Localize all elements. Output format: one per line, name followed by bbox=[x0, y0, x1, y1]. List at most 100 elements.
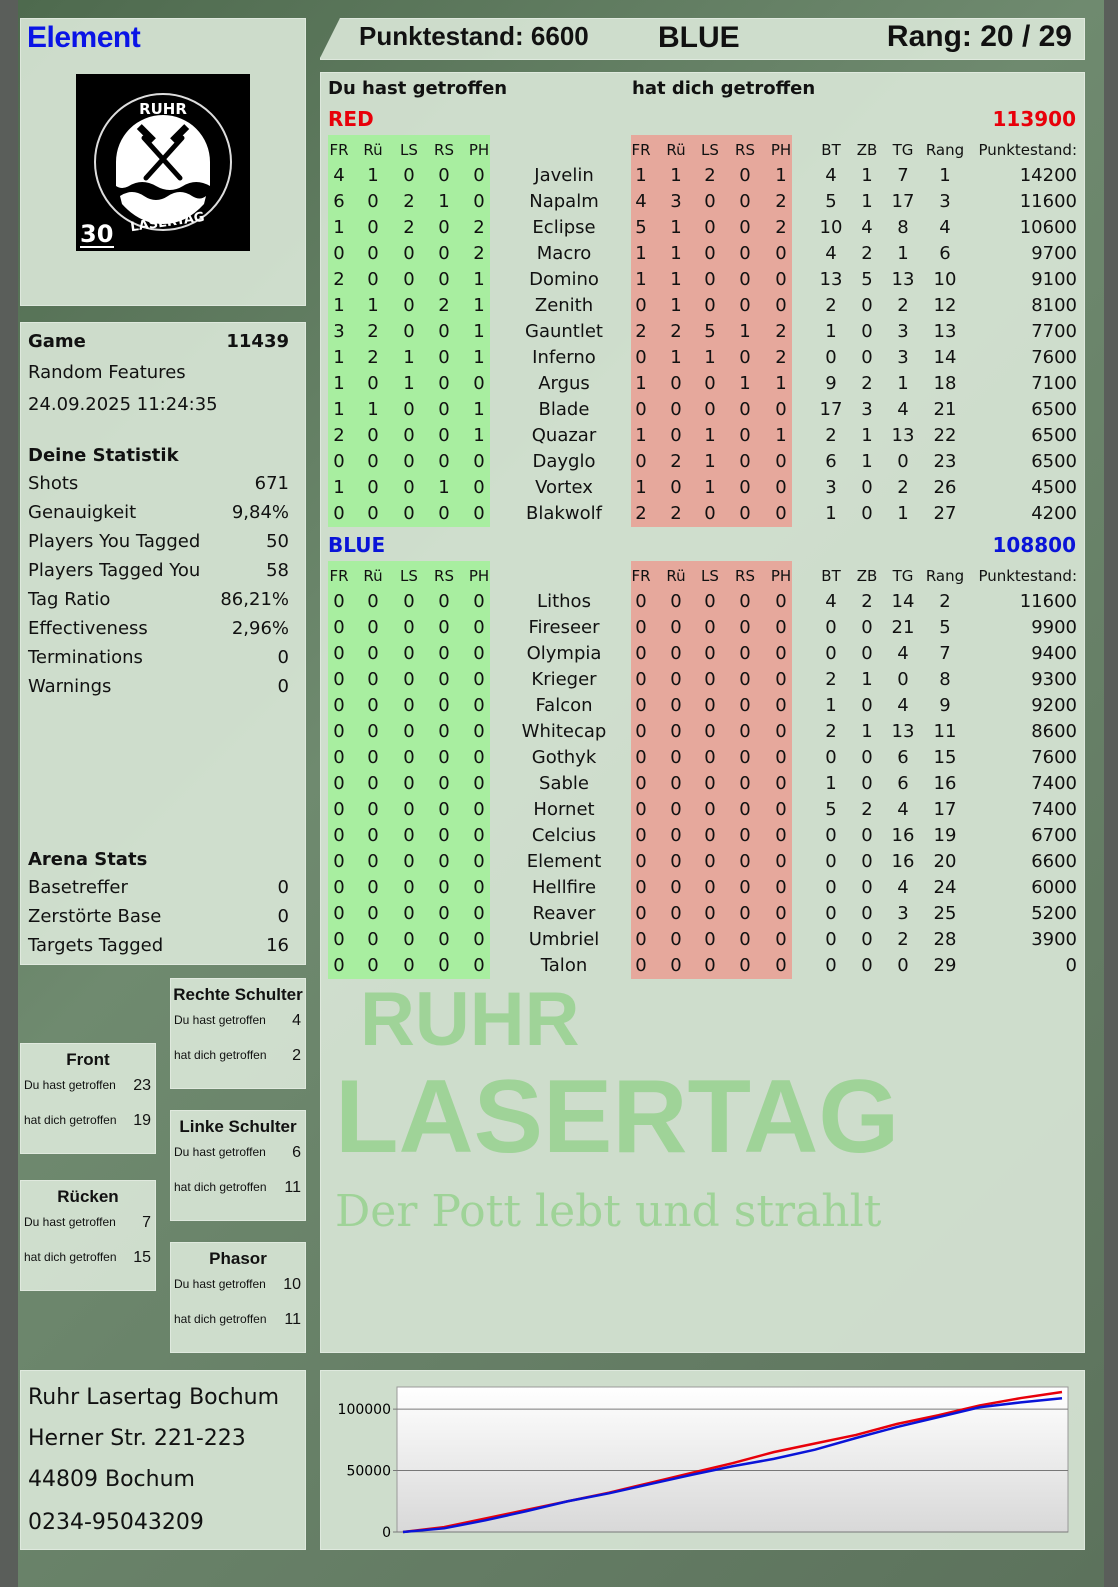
stat-label: Effectiveness bbox=[28, 618, 148, 639]
table-row[interactable]: 0 0 0 0 0 Whitecap 0 0 0 0 0 2 1 13 11 8600 bbox=[321, 721, 1084, 747]
hit-value: 0 bbox=[403, 903, 415, 924]
hit-value: 0 bbox=[333, 851, 345, 872]
got-value: 0 bbox=[775, 929, 787, 950]
player-score: 7100 bbox=[1031, 373, 1077, 394]
table-row[interactable]: 0 0 0 0 0 Celcius 0 0 0 0 0 0 0 16 19 6700 bbox=[321, 825, 1084, 851]
hit-value: 0 bbox=[367, 617, 379, 638]
stat-value: 2 bbox=[825, 295, 837, 316]
table-row[interactable]: 0 0 0 0 0 Reaver 0 0 0 0 0 0 0 3 25 5200 bbox=[321, 903, 1084, 929]
stat-value: 0 bbox=[861, 929, 873, 950]
hit-value: 0 bbox=[367, 773, 379, 794]
stat-value: 4 bbox=[825, 591, 837, 612]
got-value: 1 bbox=[670, 217, 682, 238]
hit-value: 0 bbox=[473, 695, 485, 716]
series-line-1 bbox=[402, 1397, 1063, 1534]
table-row[interactable]: 0 0 0 0 0 Hellfire 0 0 0 0 0 0 0 4 24 6000 bbox=[321, 877, 1084, 903]
hit-value: 0 bbox=[367, 695, 379, 716]
stat-value: 4 bbox=[897, 799, 909, 820]
table-row[interactable]: 0 0 0 0 0 Gothyk 0 0 0 0 0 0 0 6 15 7600 bbox=[321, 747, 1084, 773]
got-value: 0 bbox=[704, 269, 716, 290]
stat-value: 7 bbox=[897, 165, 909, 186]
table-row[interactable]: 0 0 0 0 0 Lithos 0 0 0 0 0 4 2 14 2 11600 bbox=[321, 591, 1084, 617]
stat-value: 0 bbox=[861, 477, 873, 498]
stat-value: 2 bbox=[861, 373, 873, 394]
zone-got-label: hat dich getroffen bbox=[174, 1180, 267, 1194]
stat-value: 1 bbox=[897, 503, 909, 524]
stat-value: 0 bbox=[825, 825, 837, 846]
stat-value: 13 bbox=[891, 425, 915, 446]
stat-value: 29 bbox=[933, 955, 957, 976]
table-row[interactable]: 0 0 0 0 0 Fireseer 0 0 0 0 0 0 0 21 5 9900 bbox=[321, 617, 1084, 643]
hit-value: 0 bbox=[367, 799, 379, 820]
column-header: Punktestand: bbox=[978, 567, 1077, 585]
player-name: Inferno bbox=[532, 347, 596, 368]
got-column-bg bbox=[631, 561, 792, 979]
table-row[interactable]: 0 0 0 0 0 Umbriel 0 0 0 0 0 0 0 2 28 3900 bbox=[321, 929, 1084, 955]
got-value: 2 bbox=[635, 503, 647, 524]
table-row[interactable]: 0 0 0 0 0 Blakwolf 2 2 0 0 0 1 0 1 27 4200 bbox=[321, 503, 1084, 529]
got-value: 0 bbox=[775, 503, 787, 524]
table-row[interactable]: 1 0 0 1 0 Vortex 1 0 1 0 0 3 0 2 26 4500 bbox=[321, 477, 1084, 503]
table-row[interactable]: 0 0 0 0 0 Talon 0 0 0 0 0 0 0 0 29 0 bbox=[321, 955, 1084, 981]
hit-value: 0 bbox=[367, 191, 379, 212]
got-value: 0 bbox=[775, 747, 787, 768]
stat-label: Terminations bbox=[28, 647, 143, 668]
table-row[interactable]: 0 0 0 0 0 Hornet 0 0 0 0 0 5 2 4 17 7400 bbox=[321, 799, 1084, 825]
player-name: Element bbox=[27, 21, 141, 54]
stat-value: 10 bbox=[933, 269, 957, 290]
hit-value: 0 bbox=[403, 643, 415, 664]
stat-value: 10 bbox=[819, 217, 843, 238]
player-score: 8600 bbox=[1031, 721, 1077, 742]
player-score: 6500 bbox=[1031, 399, 1077, 420]
table-row[interactable]: 0 0 0 0 0 Falcon 0 0 0 0 0 1 0 4 9 9200 bbox=[321, 695, 1084, 721]
got-value: 0 bbox=[704, 747, 716, 768]
got-value: 0 bbox=[670, 617, 682, 638]
table-row[interactable]: 0 0 0 0 0 Dayglo 0 2 1 0 0 6 1 0 23 6500 bbox=[321, 451, 1084, 477]
table-row[interactable]: 1 0 2 0 2 Eclipse 5 1 0 0 2 10 4 8 4 10600 bbox=[321, 217, 1084, 243]
table-row[interactable]: 1 1 0 0 1 Blade 0 0 0 0 0 17 3 4 21 6500 bbox=[321, 399, 1084, 425]
hit-value: 0 bbox=[367, 747, 379, 768]
stat-value: 1 bbox=[861, 451, 873, 472]
player-score: 11600 bbox=[1019, 591, 1077, 612]
player-score: 6500 bbox=[1031, 451, 1077, 472]
hit-value: 1 bbox=[403, 373, 415, 394]
got-value: 0 bbox=[670, 425, 682, 446]
got-value: 0 bbox=[704, 903, 716, 924]
hit-value: 0 bbox=[438, 929, 450, 950]
table-row[interactable]: 0 0 0 0 0 Sable 0 0 0 0 0 1 0 6 16 7400 bbox=[321, 773, 1084, 799]
got-value: 0 bbox=[739, 425, 751, 446]
table-row[interactable]: 6 0 2 1 0 Napalm 4 3 0 0 2 5 1 17 3 11600 bbox=[321, 191, 1084, 217]
player-name: Fireseer bbox=[528, 617, 600, 638]
got-value: 1 bbox=[739, 321, 751, 342]
stat-value: 6 bbox=[897, 747, 909, 768]
hit-value: 0 bbox=[367, 669, 379, 690]
hit-value: 0 bbox=[333, 903, 345, 924]
table-row[interactable]: 3 2 0 0 1 Gauntlet 2 2 5 1 2 1 0 3 13 7700 bbox=[321, 321, 1084, 347]
table-row[interactable]: 0 0 0 0 0 Krieger 0 0 0 0 0 2 1 0 8 9300 bbox=[321, 669, 1084, 695]
stat-value: 12 bbox=[933, 295, 957, 316]
table-row[interactable]: 0 0 0 0 0 Olympia 0 0 0 0 0 0 0 4 7 9400 bbox=[321, 643, 1084, 669]
table-row[interactable]: 1 0 1 0 0 Argus 1 0 0 1 1 9 2 1 18 7100 bbox=[321, 373, 1084, 399]
table-row[interactable]: 1 2 1 0 1 Inferno 0 1 1 0 2 0 0 3 14 7600 bbox=[321, 347, 1084, 373]
stat-value: 2 bbox=[861, 799, 873, 820]
hit-value: 0 bbox=[403, 747, 415, 768]
table-row[interactable]: 2 0 0 0 1 Domino 1 1 0 0 0 13 5 13 10 9100 bbox=[321, 269, 1084, 295]
table-row[interactable]: 1 1 0 2 1 Zenith 0 1 0 0 0 2 0 2 12 8100 bbox=[321, 295, 1084, 321]
got-value: 0 bbox=[739, 643, 751, 664]
got-value: 0 bbox=[775, 591, 787, 612]
got-value: 0 bbox=[739, 773, 751, 794]
player-score: 9200 bbox=[1031, 695, 1077, 716]
hit-value: 1 bbox=[473, 425, 485, 446]
table-row[interactable]: 4 1 0 0 0 Javelin 1 1 2 0 1 4 1 7 1 14200 bbox=[321, 165, 1084, 191]
table-row[interactable]: 0 0 0 0 0 Element 0 0 0 0 0 0 0 16 20 6600 bbox=[321, 851, 1084, 877]
zone-hit-label: Du hast getroffen bbox=[174, 1145, 266, 1159]
zone-got-label: hat dich getroffen bbox=[24, 1113, 117, 1127]
hit-value: 0 bbox=[367, 217, 379, 238]
table-row[interactable]: 0 0 0 0 2 Macro 1 1 0 0 0 4 2 1 6 9700 bbox=[321, 243, 1084, 269]
got-value: 0 bbox=[704, 799, 716, 820]
hit-value: 0 bbox=[333, 877, 345, 898]
table-row[interactable]: 2 0 0 0 1 Quazar 1 0 1 0 1 2 1 13 22 6500 bbox=[321, 425, 1084, 451]
stat-value: 0 bbox=[825, 643, 837, 664]
player-name: Vortex bbox=[535, 477, 593, 498]
stat-value: 27 bbox=[933, 503, 957, 524]
